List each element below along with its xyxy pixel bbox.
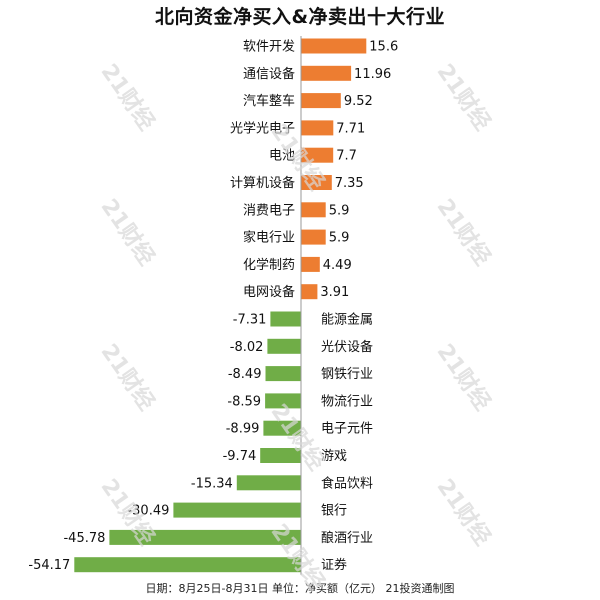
bar <box>263 420 301 436</box>
category-label: 酿酒行业 <box>321 530 373 546</box>
value-label: 3.91 <box>320 285 349 300</box>
category-label: 光学光电子 <box>230 120 295 136</box>
category-label: 能源金属 <box>321 312 373 328</box>
bar <box>301 120 334 136</box>
bar <box>270 311 301 327</box>
value-label: 4.49 <box>323 258 352 273</box>
bar <box>267 338 301 354</box>
value-label: 7.35 <box>335 176 364 191</box>
category-label: 通信设备 <box>243 66 295 82</box>
bar <box>301 202 326 218</box>
bar <box>260 448 301 463</box>
bar <box>301 256 320 272</box>
bar <box>265 393 301 409</box>
chart-footer: 日期：8月25日-8月31日 单位：净买额（亿元） 21投资通制图 <box>145 582 455 595</box>
category-label: 化学制药 <box>243 257 295 273</box>
bar <box>301 93 341 109</box>
bar <box>301 175 332 190</box>
value-label: 9.52 <box>344 94 373 109</box>
value-label: -8.59 <box>227 394 261 409</box>
value-label: 7.71 <box>336 121 365 136</box>
value-label: -8.02 <box>230 340 264 355</box>
bar <box>173 502 301 518</box>
category-label: 物流行业 <box>321 394 373 409</box>
bar <box>265 366 301 382</box>
category-label: 软件开发 <box>243 39 295 55</box>
category-label: 电网设备 <box>243 284 295 300</box>
value-label: -30.49 <box>127 504 169 519</box>
value-label: -9.74 <box>223 449 257 464</box>
category-label: 计算机设备 <box>230 175 295 191</box>
category-label: 汽车整车 <box>243 93 295 109</box>
value-label: -15.34 <box>191 476 233 491</box>
bar <box>301 38 367 54</box>
category-label: 电子元件 <box>321 422 373 437</box>
value-label: -8.99 <box>226 422 260 437</box>
category-label: 钢铁行业 <box>321 367 373 382</box>
bar <box>236 475 301 491</box>
category-label: 食品饮料 <box>321 475 373 491</box>
bar <box>301 147 334 163</box>
category-label: 消费电子 <box>243 203 295 218</box>
value-label: -8.49 <box>228 367 262 382</box>
bar <box>301 229 326 245</box>
value-label: 5.9 <box>329 203 350 218</box>
value-label: 5.9 <box>329 231 350 246</box>
value-label: 11.96 <box>354 67 391 82</box>
value-label: -45.78 <box>63 531 105 546</box>
category-label: 光伏设备 <box>321 339 373 355</box>
bar <box>109 529 302 545</box>
value-label: 15.6 <box>369 40 398 55</box>
category-label: 游戏 <box>321 449 347 464</box>
category-label: 证券 <box>321 557 347 573</box>
chart-title: 北向资金净买入&净卖出十大行业 <box>154 6 446 28</box>
category-label: 电池 <box>269 149 295 164</box>
value-label: 7.7 <box>336 149 357 164</box>
category-label: 家电行业 <box>243 230 295 246</box>
bar <box>74 557 301 573</box>
bar <box>301 65 352 81</box>
value-label: -7.31 <box>233 313 267 328</box>
category-label: 银行 <box>321 504 347 519</box>
value-label: -54.17 <box>28 558 70 573</box>
bar <box>301 284 318 300</box>
